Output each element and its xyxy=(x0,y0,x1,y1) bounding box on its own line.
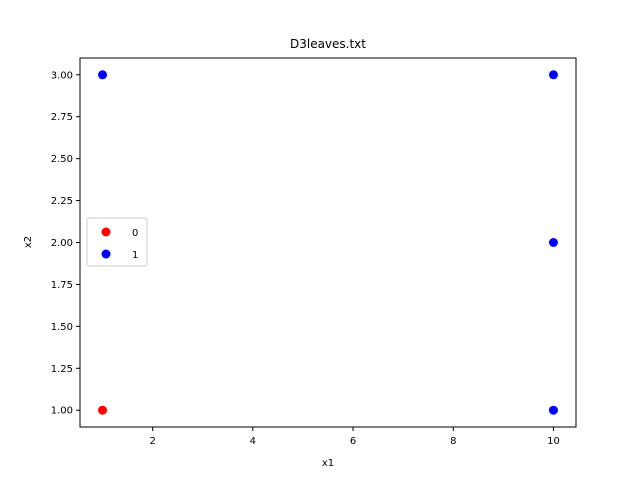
x-tick-label: 8 xyxy=(450,436,456,447)
points-layer xyxy=(98,70,558,415)
data-point-series-1 xyxy=(98,70,108,80)
legend-marker-0 xyxy=(101,227,111,237)
data-point-series-0 xyxy=(98,405,108,415)
x-axis-label: x1 xyxy=(322,458,334,469)
x-tick-label: 2 xyxy=(149,436,155,447)
y-tick-label: 2.00 xyxy=(51,238,73,249)
y-tick-label: 1.00 xyxy=(51,406,73,417)
x-tick-label: 4 xyxy=(250,436,256,447)
legend-marker-1 xyxy=(101,249,111,259)
y-tick-label: 2.50 xyxy=(51,154,73,165)
x-tick-label: 10 xyxy=(547,436,560,447)
y-axis-label: x2 xyxy=(23,236,34,248)
chart-title: D3leaves.txt xyxy=(290,37,366,51)
y-tick-label: 1.50 xyxy=(51,322,73,333)
y-tick-label: 3.00 xyxy=(51,70,73,81)
data-point-series-1 xyxy=(548,70,558,80)
ticks-layer: 2 4 6 8 101.001.251.501.752.002.252.502.753.… xyxy=(51,70,560,447)
y-tick-label: 1.75 xyxy=(51,280,73,291)
data-point-series-1 xyxy=(548,405,558,415)
legend-label-1: 1 xyxy=(132,250,138,261)
legend: 0 1 xyxy=(86,217,148,267)
data-point-series-1 xyxy=(548,238,558,247)
y-tick-label: 2.75 xyxy=(51,112,73,123)
x-tick-label: 6 xyxy=(350,436,356,447)
legend-label-0: 0 xyxy=(132,228,138,239)
y-tick-label: 2.25 xyxy=(51,196,73,207)
y-tick-label: 1.25 xyxy=(51,364,73,375)
plot-area-frame xyxy=(79,57,577,428)
